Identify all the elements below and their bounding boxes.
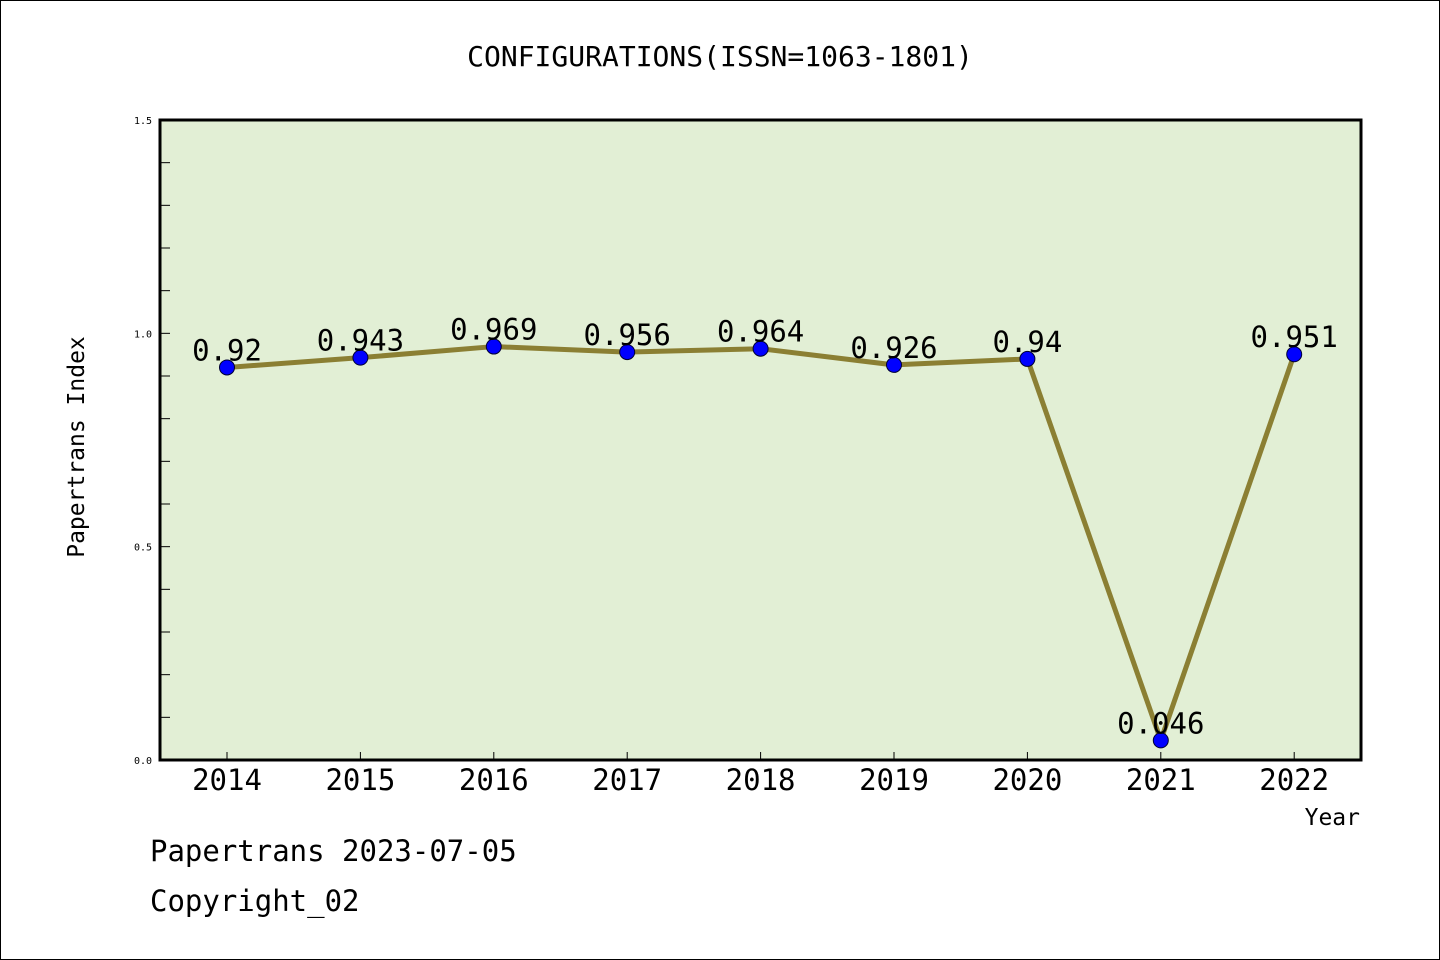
data-label: 0.956 — [584, 318, 671, 352]
x-tick-label: 2015 — [325, 763, 395, 797]
data-label: 0.964 — [717, 315, 804, 349]
x-tick-label: 2017 — [592, 763, 662, 797]
data-point-marker — [752, 340, 769, 357]
y-tick-label: 1.0 — [134, 329, 152, 340]
x-tick-label: 2016 — [459, 763, 529, 797]
data-point-marker — [1152, 732, 1169, 749]
footer-date-text: Papertrans 2023-07-05 — [150, 834, 517, 868]
data-labels: 0.92 0.943 0.969 0.956 0.964 0.926 0.94 0.046 0.… — [192, 313, 1338, 741]
y-tick-label: 1.5 — [134, 116, 152, 127]
data-point-marker — [1019, 350, 1036, 367]
x-axis-ticks: 2014 2015 2016 2017 2018 2019 2020 2021 2022 — [192, 752, 1329, 797]
data-point-marker — [619, 344, 636, 361]
data-label: 0.046 — [1117, 706, 1204, 740]
data-point-marker — [485, 338, 502, 355]
data-point-marker — [352, 349, 369, 366]
data-label: 0.943 — [317, 324, 404, 358]
y-tick-label: 0.5 — [134, 543, 152, 554]
data-point-marker — [1286, 346, 1303, 363]
x-tick-label: 2014 — [192, 763, 262, 797]
x-tick-label: 2018 — [726, 763, 796, 797]
x-tick-label: 2020 — [992, 763, 1062, 797]
data-point-marker — [886, 356, 902, 373]
chart-title: CONFIGURATIONS(ISSN=1063-1801) — [467, 40, 973, 73]
series-markers — [219, 338, 1303, 749]
data-label: 0.92 — [192, 333, 262, 367]
data-label: 0.951 — [1251, 320, 1338, 354]
x-tick-label: 2021 — [1126, 763, 1196, 797]
data-label: 0.926 — [850, 331, 937, 365]
data-point-marker — [219, 359, 235, 376]
plot-area — [160, 120, 1361, 760]
data-label: 0.94 — [992, 325, 1062, 359]
x-axis-label: Year — [1305, 805, 1360, 831]
data-label: 0.969 — [450, 313, 537, 347]
footer-copyright-text: Copyright_02 — [150, 884, 360, 918]
x-tick-label: 2019 — [859, 763, 929, 797]
x-tick-label: 2022 — [1259, 763, 1329, 797]
y-tick-label: 0.0 — [134, 756, 152, 767]
plot-border — [158, 118, 1363, 762]
y-axis-ticks: 0.0 0.5 1.0 1.5 — [134, 116, 170, 767]
y-axis-label: Papertrans Index — [64, 336, 90, 558]
